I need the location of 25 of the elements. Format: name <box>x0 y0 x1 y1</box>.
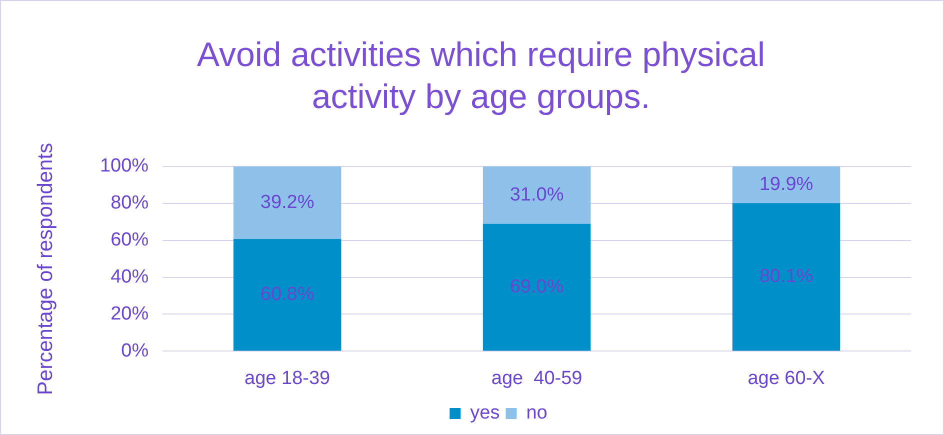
bar <box>233 238 342 351</box>
data-label: 69.0% <box>510 276 564 298</box>
data-label: 80.1% <box>759 266 814 288</box>
legend-label: no <box>526 402 548 424</box>
data-label: 39.2% <box>260 192 314 213</box>
y-tick-label: 60% <box>110 230 149 251</box>
data-label: 19.9% <box>759 174 814 196</box>
y-tick-label: 80% <box>110 192 149 214</box>
bar <box>732 166 840 204</box>
y-tick-label: 40% <box>110 266 149 288</box>
y-tick-label: 20% <box>110 303 149 324</box>
y-axis-title: Percentage of respondents <box>34 142 58 396</box>
bar <box>482 224 591 351</box>
data-label: 31.0% <box>510 184 564 206</box>
bar <box>233 166 342 239</box>
chart-title: Avoid activities which require physical activity by age groups. <box>196 35 766 118</box>
legend-label: yes <box>470 402 500 424</box>
data-label: 60.8% <box>260 284 314 306</box>
x-tick-label: age 18-39 <box>244 368 330 389</box>
bar <box>482 166 591 224</box>
y-tick-label: 0% <box>121 340 149 362</box>
x-tick-label: age 60-X <box>748 368 826 389</box>
x-tick-label: age 40-59 <box>491 368 582 389</box>
bar <box>732 203 840 351</box>
y-tick-label: 100% <box>100 156 149 177</box>
